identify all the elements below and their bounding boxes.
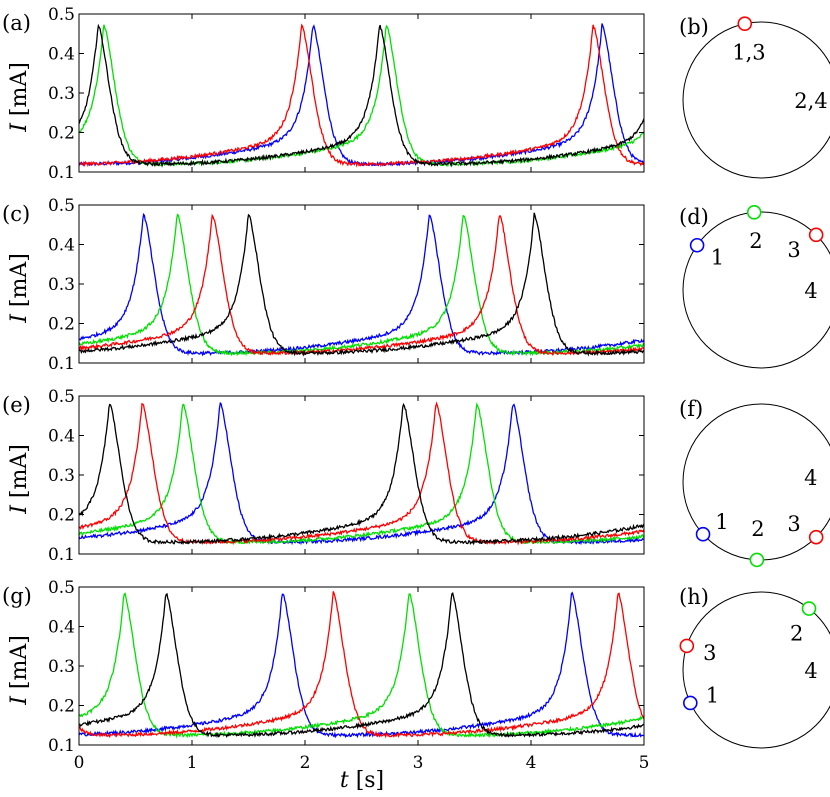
oscillator-3-marker: [679, 638, 695, 654]
y-label-symbol: I: [7, 498, 32, 515]
oscillator-3-marker: [808, 227, 824, 243]
circle-panel-label: (f): [679, 397, 703, 421]
y-tick-label: 0.4: [48, 236, 75, 256]
y-tick-label: 0.4: [48, 618, 75, 638]
oscillator-2-label: 2: [749, 229, 762, 253]
y-tick-label: 0.1: [48, 545, 75, 565]
oscillator-4-label: 4: [804, 279, 817, 303]
oscillator-3-marker: [808, 529, 824, 545]
oscillator-3-label: 1,3: [732, 40, 765, 64]
oscillator-2-marker: [746, 204, 762, 220]
series-4-line: [79, 402, 644, 546]
y-label-symbol: I: [7, 116, 32, 133]
y-tick-label: 0.3: [48, 657, 75, 677]
panel-label: (c): [2, 202, 30, 226]
phase-circle: [682, 591, 830, 749]
y-label-unit: [mA]: [7, 444, 32, 498]
x-label-symbol: t: [340, 768, 356, 793]
oscillator-1-marker: [689, 237, 705, 253]
x-axis-label: t [s]: [340, 768, 384, 793]
oscillator-1-label: 1: [715, 510, 728, 534]
circle-diagram-b: (b) 1,3 2,4: [679, 15, 830, 179]
y-tick-label: 0.4: [48, 45, 75, 65]
oscillator-3-label: 3: [703, 641, 716, 665]
panel-a: 0.1 0.2 0.3 0.4 0.5 (a) I [mA]: [2, 5, 645, 183]
oscillator-1-label: 1: [706, 684, 719, 708]
y-label-symbol: I: [7, 689, 32, 706]
y-tick-label: 0.5: [48, 387, 75, 407]
y-tick-label: 0.1: [48, 354, 75, 374]
panel-label: (a): [2, 11, 31, 35]
y-tick-label: 0.4: [48, 427, 75, 447]
oscillator-3-marker: [737, 16, 753, 32]
oscillator-2-label: 2: [790, 621, 803, 645]
panel-label: (e): [2, 393, 31, 417]
x-label-unit: [s]: [356, 768, 384, 793]
series-4-line: [79, 212, 644, 357]
series-3-line: [79, 401, 644, 546]
oscillator-2-marker: [749, 552, 765, 568]
x-tick-label: 0: [74, 753, 85, 773]
y-tick-label: 0.2: [48, 315, 75, 335]
x-tick-label: 1: [187, 753, 198, 773]
y-tick-label: 0.5: [48, 196, 75, 216]
series-2-line: [79, 592, 644, 739]
y-tick-label: 0.2: [48, 697, 75, 717]
y-tick-label: 0.2: [48, 506, 75, 526]
y-tick-label: 0.2: [48, 124, 75, 144]
x-tick-label: 4: [526, 753, 537, 773]
panel-g: 0.1 0.2 0.3 0.4 0.5 0 1 2 3 4 5 (g) I [mA]: [2, 578, 649, 773]
y-axis-label: I [mA]: [7, 253, 32, 324]
oscillator-3-label: 3: [787, 238, 800, 262]
oscillator-4-label: 2,4: [794, 89, 827, 113]
series-4-line: [79, 23, 644, 168]
oscillator-4-label: 4: [804, 659, 817, 683]
y-axis-label: I [mA]: [7, 635, 32, 706]
y-tick-label: 0.3: [48, 84, 75, 104]
series-3-line: [79, 23, 644, 168]
y-tick-label: 0.1: [48, 163, 75, 183]
y-label-symbol: I: [7, 307, 32, 324]
panel-c: 0.1 0.2 0.3 0.4 0.5 (c) I [mA]: [2, 196, 645, 374]
circle-diagram-h: (h) 24 3 1: [679, 585, 830, 749]
y-axis-label: I [mA]: [7, 444, 32, 515]
circle-panel-label: (h): [679, 585, 709, 609]
x-tick-label: 2: [300, 753, 311, 773]
y-axis-label: I [mA]: [7, 62, 32, 133]
panel-e: 0.1 0.2 0.3 0.4 0.5 (e) I [mA]: [2, 387, 645, 565]
oscillator-4-label: 4: [804, 466, 817, 490]
series-2-line: [79, 213, 644, 357]
series-1-line: [79, 23, 644, 168]
y-label-unit: [mA]: [7, 635, 32, 689]
y-tick-label: 0.1: [48, 736, 75, 756]
oscillator-3-label: 3: [787, 512, 800, 536]
series-1-line: [79, 212, 644, 357]
y-tick-label: 0.3: [48, 275, 75, 295]
series-1-line: [79, 591, 644, 739]
phase-circle: [682, 21, 830, 179]
oscillator-2-label: 2: [751, 517, 764, 541]
y-tick-label: 0.3: [48, 466, 75, 486]
circle-diagram-d: (d)1 2 34: [679, 204, 830, 369]
oscillator-2-marker: [801, 601, 817, 616]
oscillator-1-label: 1: [711, 246, 724, 270]
oscillator-1-marker: [695, 526, 711, 542]
circle-panel-label: (b): [679, 15, 709, 39]
series-3-line: [79, 213, 644, 357]
series-4-line: [79, 592, 644, 739]
oscillator-1-marker: [683, 695, 698, 711]
circle-panel-label: (d): [679, 205, 709, 229]
y-label-unit: [mA]: [7, 253, 32, 307]
y-tick-label: 0.5: [48, 5, 75, 25]
x-tick-label: 5: [639, 753, 650, 773]
axes-frame: [78, 13, 645, 173]
y-tick-label: 0.5: [48, 578, 75, 598]
y-label-unit: [mA]: [7, 62, 32, 116]
panel-label: (g): [2, 584, 32, 608]
x-tick-label: 3: [413, 753, 424, 773]
